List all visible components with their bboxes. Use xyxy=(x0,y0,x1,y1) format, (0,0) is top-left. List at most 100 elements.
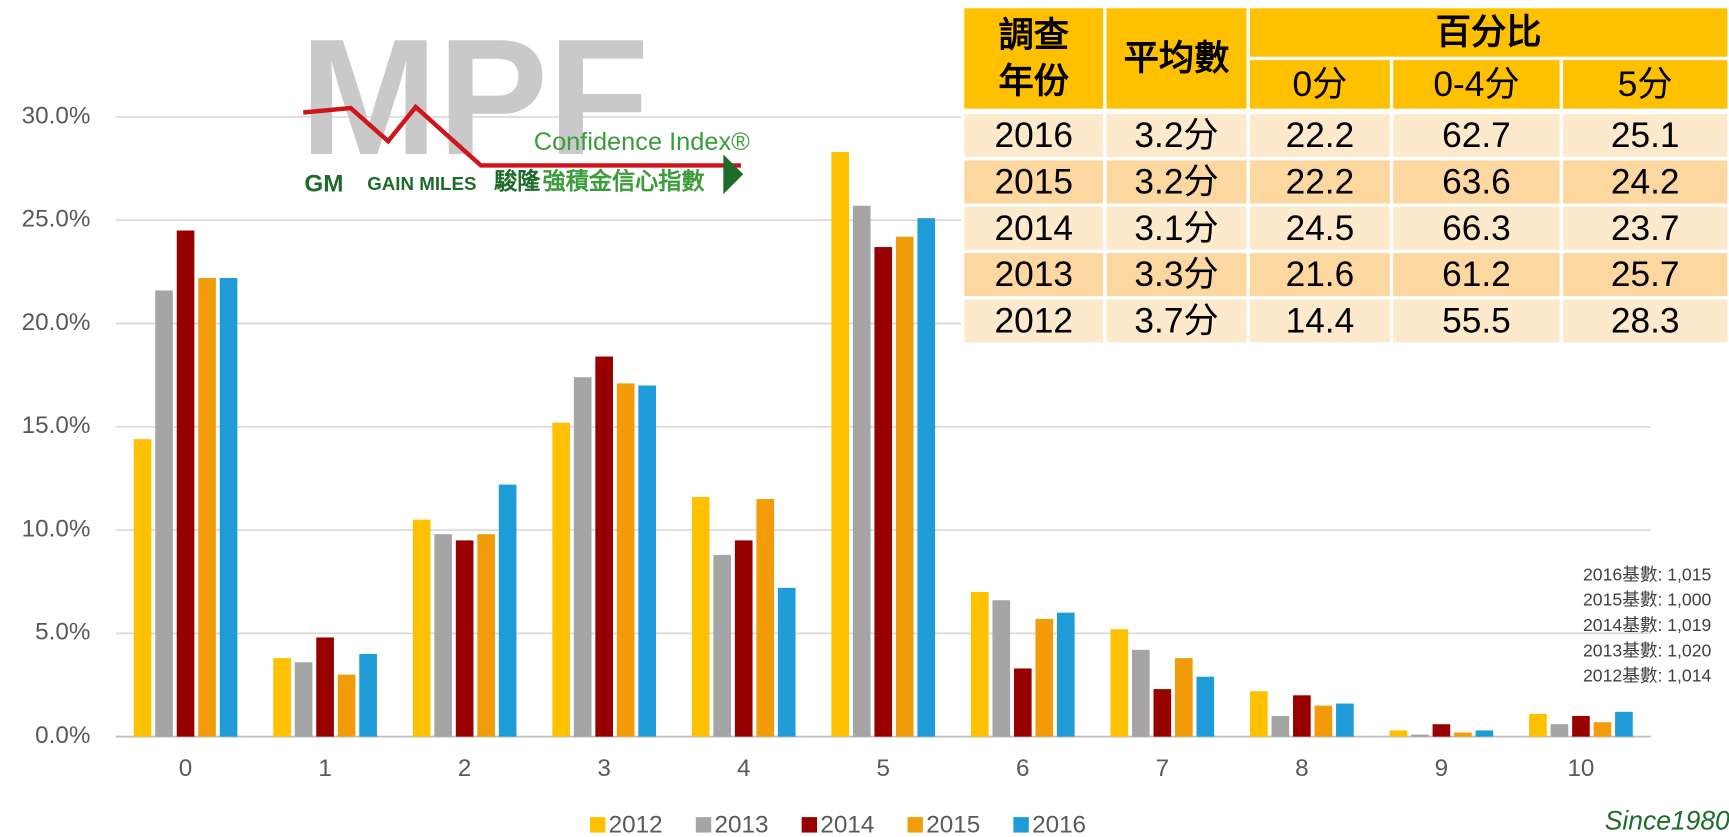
table-cell-text: 14.4 xyxy=(1286,301,1355,340)
bar xyxy=(294,662,313,737)
bar xyxy=(1175,658,1193,737)
bar xyxy=(316,637,334,737)
table-cell-text: 3.2分 xyxy=(1134,162,1218,201)
y-tick-label: 10.0% xyxy=(22,515,91,542)
logo-gm: GM xyxy=(304,171,343,198)
table-cell xyxy=(1246,56,1394,112)
y-tick-label: 15.0% xyxy=(22,412,91,439)
legend-swatch xyxy=(1013,817,1029,833)
table-cell-text: 2016 xyxy=(995,116,1073,155)
table-cell-text: 2015 xyxy=(995,162,1073,201)
bar xyxy=(852,205,871,737)
legend-swatch xyxy=(695,817,712,833)
x-tick-label: 10 xyxy=(1567,755,1594,782)
bar xyxy=(498,484,517,737)
table-subheader: 0分 xyxy=(1292,65,1347,104)
table-cell xyxy=(1389,249,1564,300)
logo-line xyxy=(303,103,741,168)
logo: MPF Confidence Index® GM GAIN MILES 駿隆 強… xyxy=(300,5,750,198)
table-header: 平均數 xyxy=(1124,39,1230,78)
bar xyxy=(337,674,356,737)
logo-index: Confidence Index® xyxy=(534,128,750,156)
table-cell-text: 66.3 xyxy=(1442,209,1511,248)
bar xyxy=(1153,689,1172,737)
legend-label: 2015 xyxy=(926,811,980,837)
x-tick-label: 0 xyxy=(179,755,193,782)
bar xyxy=(917,218,936,737)
table-cell xyxy=(1389,157,1564,207)
x-tick-label: 7 xyxy=(1156,755,1170,782)
table-header: 調查 xyxy=(998,16,1069,55)
bar xyxy=(595,356,613,737)
y-tick-label: 0.0% xyxy=(35,722,90,749)
table-cell xyxy=(1246,4,1729,61)
base-note: 2015基數: 1,000 xyxy=(1583,590,1712,610)
table-cell-text: 22.2 xyxy=(1286,116,1355,155)
bar xyxy=(1131,649,1150,737)
bar xyxy=(1432,724,1451,737)
table-cell-text: 22.2 xyxy=(1286,162,1355,201)
table-cell-text: 55.5 xyxy=(1442,301,1511,340)
legend-swatch xyxy=(589,817,606,833)
table-cell-text: 3.1分 xyxy=(1134,209,1218,248)
bar xyxy=(477,534,495,737)
base-note: 2012基數: 1,014 xyxy=(1583,666,1712,686)
bar xyxy=(1250,691,1268,737)
base-note: 2013基數: 1,020 xyxy=(1583,640,1712,660)
table-cell xyxy=(1389,296,1564,346)
logo-brand: GAIN MILES xyxy=(367,173,476,194)
bar xyxy=(198,278,216,737)
table-cell-text: 24.5 xyxy=(1286,209,1355,248)
table-cell-text: 21.6 xyxy=(1286,255,1355,294)
bar xyxy=(1293,695,1311,737)
y-tick-label: 5.0% xyxy=(35,619,90,646)
bar xyxy=(412,519,431,737)
table-cell xyxy=(1103,203,1250,254)
bar xyxy=(1056,612,1075,737)
legend-label: 2016 xyxy=(1032,811,1086,837)
bar xyxy=(777,587,796,737)
table-cell-text: 2013 xyxy=(995,255,1073,294)
bar xyxy=(155,290,173,737)
table-header: 年份 xyxy=(998,62,1069,101)
logo-name: 駿隆 xyxy=(494,168,541,194)
y-tick-label: 20.0% xyxy=(22,309,91,336)
table-cell xyxy=(1559,110,1729,161)
legend-label: 2012 xyxy=(609,811,663,837)
bar xyxy=(831,152,850,737)
table-cell xyxy=(1559,157,1729,207)
bar xyxy=(1529,713,1547,737)
table-cell xyxy=(1559,296,1729,346)
bar xyxy=(552,422,570,737)
y-tick-label: 30.0% xyxy=(22,102,91,129)
bar xyxy=(713,554,732,737)
table-cell xyxy=(1103,4,1250,112)
x-tick-label: 9 xyxy=(1435,755,1449,782)
bar xyxy=(573,377,592,737)
logo-name-green: 強積金信心指數 xyxy=(543,168,706,194)
table-cell-text: 62.7 xyxy=(1442,116,1511,155)
since: Since1980 xyxy=(1605,806,1729,836)
bar xyxy=(219,278,238,737)
base-note: 2016基數: 1,015 xyxy=(1583,564,1712,584)
bar xyxy=(1572,715,1590,737)
table-cell-text: 25.1 xyxy=(1611,116,1680,155)
table-cell-text: 61.2 xyxy=(1442,255,1511,294)
bar xyxy=(1035,618,1054,737)
table-cell xyxy=(960,110,1107,161)
table-cell xyxy=(1246,110,1394,161)
table-cell xyxy=(1246,157,1394,207)
bar xyxy=(1475,730,1494,737)
x-tick-label: 8 xyxy=(1295,755,1309,782)
table-cell xyxy=(1559,203,1729,254)
bar xyxy=(1336,703,1354,737)
table-subheader: 5分 xyxy=(1618,65,1673,104)
bar xyxy=(1013,668,1032,737)
table-cell xyxy=(1246,296,1394,346)
table-cell xyxy=(1103,249,1250,300)
x-tick-label: 6 xyxy=(1016,755,1029,782)
bar xyxy=(359,653,377,737)
bar xyxy=(455,540,474,737)
